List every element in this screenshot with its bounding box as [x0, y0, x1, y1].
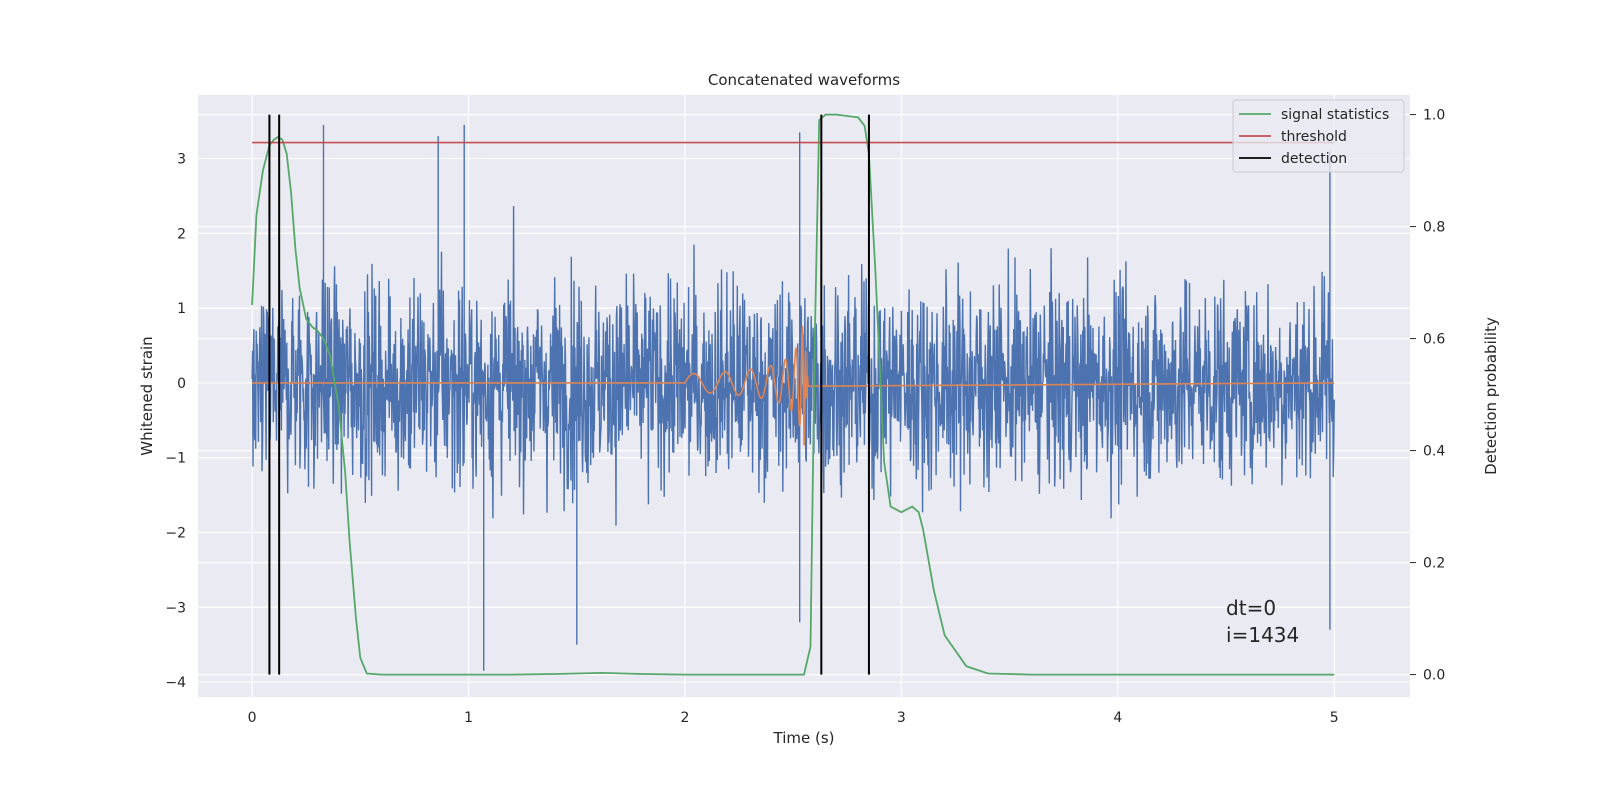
y2-tick-label: 0.2	[1423, 556, 1445, 572]
y2-tick-label: 1.0	[1423, 108, 1445, 124]
legend-signal-statistics-label: signal statistics	[1281, 107, 1389, 123]
y2-tick-label: 0.6	[1423, 332, 1445, 348]
x-axis-label: Time (s)	[773, 729, 835, 747]
chart-title: Concatenated waveforms	[708, 71, 900, 89]
y-axis-label: Whitened strain	[138, 336, 156, 455]
tick-labels: 0 1 2 3 4 5 −4 −3 −2 −1 0 1 2 3 0.0 0.2 0.4 0.6 0.8 1.0	[165, 108, 1445, 726]
x-tick-label: 1	[464, 710, 473, 726]
y-tick-label: 0	[177, 376, 186, 392]
signal-statistics-line	[251, 113, 1335, 676]
legend: signal statistics threshold detection	[1232, 99, 1405, 173]
y2-tick-label: 0.8	[1423, 220, 1445, 236]
plot-content	[251, 113, 1335, 676]
annotation-index: i=1434	[1226, 623, 1299, 647]
legend-detection-label: detection	[1281, 151, 1347, 167]
y-tick-label: 3	[177, 152, 186, 168]
y2-tick-label: 0.0	[1423, 668, 1445, 684]
x-tick-label: 2	[681, 710, 690, 726]
legend-threshold-label: threshold	[1281, 129, 1347, 145]
y2-tick-label: 0.4	[1423, 444, 1445, 460]
x-tick-label: 5	[1330, 710, 1339, 726]
y-tick-label: −4	[165, 675, 186, 691]
legend-box	[1232, 99, 1405, 173]
y-tick-label: −3	[165, 600, 186, 616]
injected-waveform-line	[252, 325, 1335, 446]
y-tick-label: 2	[177, 226, 186, 242]
annotation-dt: dt=0	[1226, 596, 1276, 620]
y-tick-label: −2	[165, 525, 186, 541]
y-tick-label: 1	[177, 301, 186, 317]
noise-series-line	[251, 124, 1335, 671]
x-tick-label: 4	[1113, 710, 1122, 726]
x-tick-label: 3	[897, 710, 906, 726]
x-tick-label: 0	[248, 710, 257, 726]
y2-axis-label: Detection probability	[1482, 317, 1500, 475]
y-tick-label: −1	[165, 451, 186, 467]
